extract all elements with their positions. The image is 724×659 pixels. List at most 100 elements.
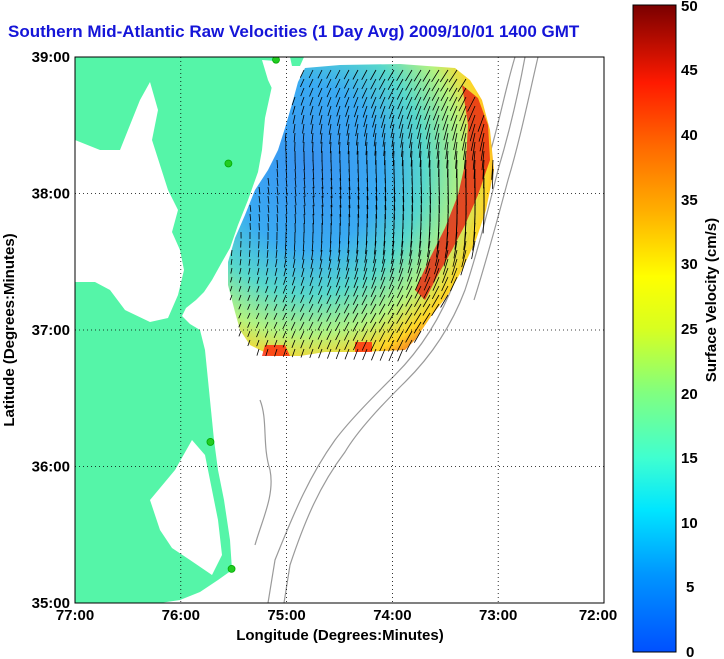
current-vector	[373, 132, 377, 147]
current-vector	[401, 231, 404, 248]
current-vector	[352, 294, 359, 305]
current-vector	[398, 258, 404, 273]
current-vector	[415, 276, 422, 291]
current-vector	[387, 321, 395, 333]
current-vector	[302, 249, 305, 260]
current-vector	[330, 177, 333, 190]
current-vector	[472, 231, 476, 251]
current-vector	[291, 303, 296, 312]
current-vector	[492, 168, 494, 189]
current-vector	[408, 249, 413, 265]
current-vector	[308, 312, 314, 322]
current-vector	[247, 339, 251, 347]
current-vector	[335, 276, 341, 288]
current-vector	[292, 258, 296, 268]
current-vector	[479, 132, 485, 152]
current-vector	[398, 114, 404, 129]
current-vector	[276, 195, 279, 205]
current-vector	[282, 330, 287, 339]
current-vector	[405, 285, 413, 299]
current-vector	[319, 123, 323, 135]
current-vector	[362, 276, 368, 289]
current-vector	[384, 195, 387, 211]
current-vector	[362, 96, 368, 109]
current-vector	[423, 87, 431, 101]
current-vector	[230, 258, 233, 265]
current-vector	[423, 285, 431, 299]
current-vector	[387, 330, 395, 343]
current-vector	[345, 267, 350, 280]
current-vector	[229, 294, 233, 301]
current-vector	[318, 267, 323, 278]
current-vector	[326, 87, 332, 98]
colorbar-tick-label: 20	[681, 386, 698, 403]
current-vector	[389, 105, 395, 119]
current-vector	[238, 312, 242, 319]
current-vector	[388, 96, 395, 110]
current-vector	[327, 276, 332, 287]
current-vector	[265, 339, 269, 347]
current-vector	[336, 267, 341, 279]
current-vector	[455, 150, 458, 169]
current-vector	[303, 177, 306, 188]
current-vector	[388, 87, 395, 100]
current-vector	[256, 339, 260, 347]
current-vector	[317, 339, 323, 349]
current-vector	[409, 240, 413, 257]
current-vector	[471, 240, 476, 260]
current-vector	[409, 141, 413, 158]
current-vector	[318, 105, 323, 116]
current-vector	[328, 123, 332, 135]
current-vector	[431, 87, 440, 101]
current-vector	[300, 294, 305, 304]
current-vector	[420, 186, 423, 204]
current-vector	[294, 204, 297, 215]
current-vector	[405, 78, 413, 91]
current-vector	[371, 105, 377, 119]
current-vector	[303, 195, 306, 206]
current-vector	[451, 258, 458, 276]
current-vector	[326, 69, 332, 79]
current-vector	[273, 339, 278, 348]
current-vector	[392, 150, 395, 166]
current-vector	[308, 330, 314, 340]
current-vector	[405, 321, 413, 334]
current-vector	[256, 285, 260, 293]
current-vector	[379, 339, 386, 352]
current-vector	[320, 240, 323, 252]
current-vector	[387, 312, 395, 324]
current-vector	[267, 240, 269, 249]
current-vector	[248, 258, 251, 266]
current-vector	[344, 294, 350, 305]
current-vector	[419, 231, 422, 248]
current-vector	[348, 168, 351, 182]
current-vector	[361, 285, 368, 297]
current-vector	[344, 348, 350, 360]
current-vector	[301, 258, 305, 269]
current-vector	[442, 258, 449, 275]
current-vector	[264, 312, 269, 320]
current-vector	[327, 348, 332, 359]
current-vector	[380, 267, 386, 281]
current-vector	[317, 78, 323, 88]
current-vector	[337, 249, 341, 262]
current-vector	[247, 303, 251, 310]
current-vector	[366, 204, 369, 219]
current-vector	[373, 249, 377, 264]
current-vector	[422, 78, 431, 92]
plot-frame	[74, 56, 605, 604]
current-vector	[335, 321, 341, 332]
current-vector	[417, 123, 422, 139]
x-tick-label: 72:00	[579, 607, 617, 624]
current-vector	[364, 249, 368, 263]
current-vector	[374, 231, 377, 246]
current-vector	[294, 186, 297, 197]
current-vector	[387, 294, 395, 307]
current-vector	[330, 168, 333, 181]
current-vector	[457, 87, 467, 102]
current-vector	[283, 276, 287, 285]
current-vector	[293, 132, 296, 143]
current-vector	[426, 249, 431, 266]
current-vector	[370, 294, 377, 306]
current-vector	[384, 150, 386, 166]
